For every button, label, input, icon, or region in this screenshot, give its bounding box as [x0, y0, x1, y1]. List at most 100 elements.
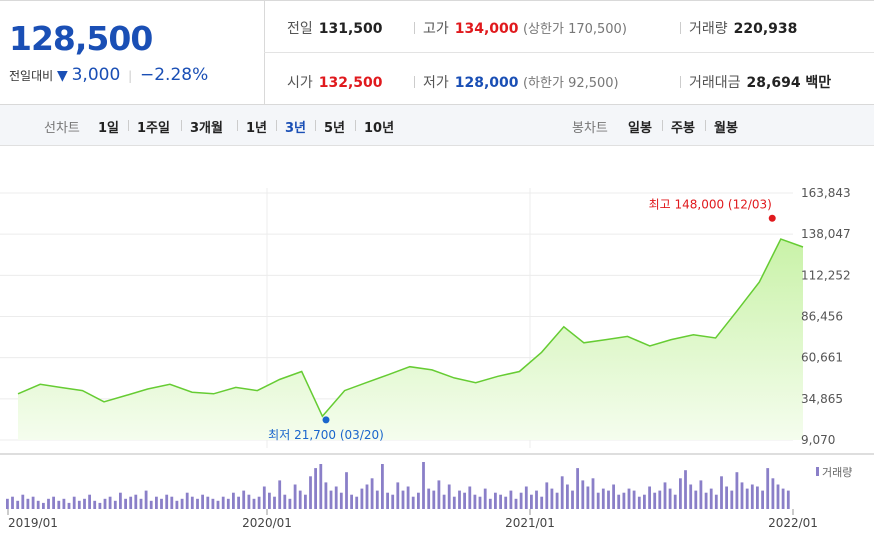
period-3y[interactable]: 3년 — [285, 121, 307, 136]
volume-bar — [47, 498, 50, 509]
volume-bar — [11, 496, 14, 509]
period-1w[interactable]: 1주일 — [137, 121, 170, 136]
max-annotation: 최고 148,000 (12/03) — [649, 197, 772, 211]
volume-bar — [329, 490, 333, 509]
volume-bar — [278, 480, 282, 509]
price-chart: 163,843 138,047 112,252 86,456 60,661 34,865 9… — [0, 186, 874, 530]
volume-bar — [391, 494, 395, 509]
stat-divider — [680, 22, 681, 34]
volume-bar — [709, 488, 713, 509]
volume-bar — [293, 484, 297, 509]
toolbar-divider — [315, 120, 316, 131]
volume-stat: 거래량 220,938 — [689, 18, 797, 38]
x-tick-label: 2020/01 — [242, 516, 292, 530]
volume-bar — [268, 492, 271, 509]
volume-bar — [309, 476, 312, 509]
candle-daily[interactable]: 일봉 — [628, 121, 652, 136]
volume-bar — [750, 484, 754, 509]
period-1y[interactable]: 1년 — [246, 121, 268, 136]
trade-value: 28,694 백만 — [746, 75, 832, 91]
period-3m[interactable]: 3개월 — [190, 121, 223, 136]
volume-bar — [761, 490, 764, 509]
volume-bar — [540, 496, 544, 509]
volume-bar — [242, 490, 246, 509]
volume-bar — [350, 494, 353, 509]
x-tick-label: 2022/01 — [768, 516, 818, 530]
volume-bar — [658, 490, 662, 509]
volume-bar — [144, 490, 148, 509]
volume-bar — [283, 494, 287, 509]
volume-bar — [535, 490, 538, 509]
x-tick-label: 2021/01 — [505, 516, 555, 530]
period-10y[interactable]: 10년 — [364, 121, 395, 136]
max-point-marker — [768, 214, 776, 222]
volume-bar — [627, 488, 631, 509]
volume-bars — [6, 462, 790, 509]
stat-divider — [680, 76, 681, 88]
low-label: 저가 — [423, 75, 449, 91]
volume-bar — [417, 492, 420, 509]
volume-bar — [478, 496, 482, 509]
volume-bar — [725, 486, 728, 509]
volume-bar — [334, 486, 338, 509]
volume-bar — [514, 498, 518, 509]
volume-bar — [566, 484, 569, 509]
trade-value-label: 거래대금 — [689, 75, 741, 91]
toolbar-divider — [128, 120, 129, 131]
volume-bar — [776, 484, 780, 509]
toolbar-divider — [181, 120, 182, 131]
candle-monthly[interactable]: 월봉 — [714, 121, 738, 136]
volume-legend-swatch — [816, 467, 819, 476]
volume-bar — [103, 498, 107, 509]
chart-toolbar: 선차트 1일 1주일 3개월 1년 3년 5년 10년 봉차트 일봉 주봉 월봉 — [0, 105, 874, 146]
volume-bar — [370, 478, 374, 509]
volume-bar — [77, 500, 81, 509]
volume-bar — [288, 498, 292, 509]
volume-bar — [155, 496, 158, 509]
period-5y[interactable]: 5년 — [324, 121, 346, 136]
volume-bar — [422, 462, 425, 509]
volume-bar — [298, 490, 302, 509]
volume-bar — [57, 500, 61, 509]
toolbar-divider — [355, 120, 356, 131]
volume-bar — [196, 498, 199, 509]
day-high: 고가 134,000 (상한가 170,500) — [423, 18, 627, 38]
volume-bar — [365, 484, 369, 509]
volume-label: 거래량 — [689, 21, 728, 37]
toolbar-divider — [662, 120, 663, 131]
volume-bar — [247, 494, 251, 509]
volume-bar — [375, 490, 379, 509]
candle-weekly[interactable]: 주봉 — [671, 121, 695, 136]
change-divider: | — [128, 69, 133, 83]
volume-bar — [324, 482, 328, 509]
volume-bar — [185, 492, 189, 509]
volume-bar — [319, 464, 323, 509]
volume-bar — [170, 496, 174, 509]
volume-bar — [499, 494, 502, 509]
volume-bar — [632, 490, 636, 509]
volume-bar — [714, 494, 718, 509]
volume-bar — [113, 500, 117, 509]
y-tick-label: 86,456 — [801, 310, 843, 324]
volume-bar — [42, 502, 45, 509]
line-chart-label: 선차트 — [44, 121, 80, 136]
period-1d[interactable]: 1일 — [98, 121, 120, 136]
volume-bar — [36, 500, 40, 509]
volume-bar — [67, 502, 71, 509]
y-tick-label: 163,843 — [801, 186, 851, 200]
volume-bar — [396, 482, 400, 509]
open-value: 132,500 — [318, 75, 383, 91]
volume-bar — [581, 480, 585, 509]
volume-bar — [406, 486, 410, 509]
volume-bar — [591, 478, 595, 509]
volume-bar — [488, 498, 492, 509]
volume-bar — [6, 498, 9, 509]
volume-bar — [483, 488, 487, 509]
upper-limit: (상한가 170,500) — [522, 22, 627, 37]
volume-bar — [355, 496, 359, 509]
open-label: 시가 — [287, 75, 313, 91]
volume-bar — [668, 488, 672, 509]
volume-bar — [165, 494, 169, 509]
prev-close-label: 전일 — [287, 21, 313, 37]
volume-bar — [596, 492, 600, 509]
